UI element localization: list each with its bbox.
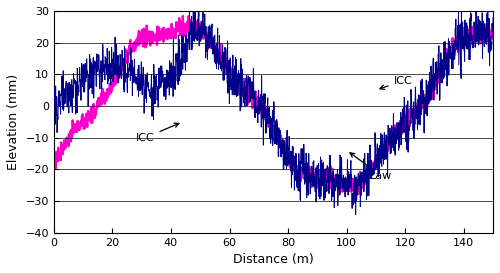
Text: ICC: ICC bbox=[136, 123, 179, 143]
Text: Law: Law bbox=[350, 153, 393, 181]
Y-axis label: Elevation (mm): Elevation (mm) bbox=[7, 74, 20, 170]
Text: ICC: ICC bbox=[380, 76, 412, 89]
X-axis label: Distance (m): Distance (m) bbox=[233, 253, 314, 266]
